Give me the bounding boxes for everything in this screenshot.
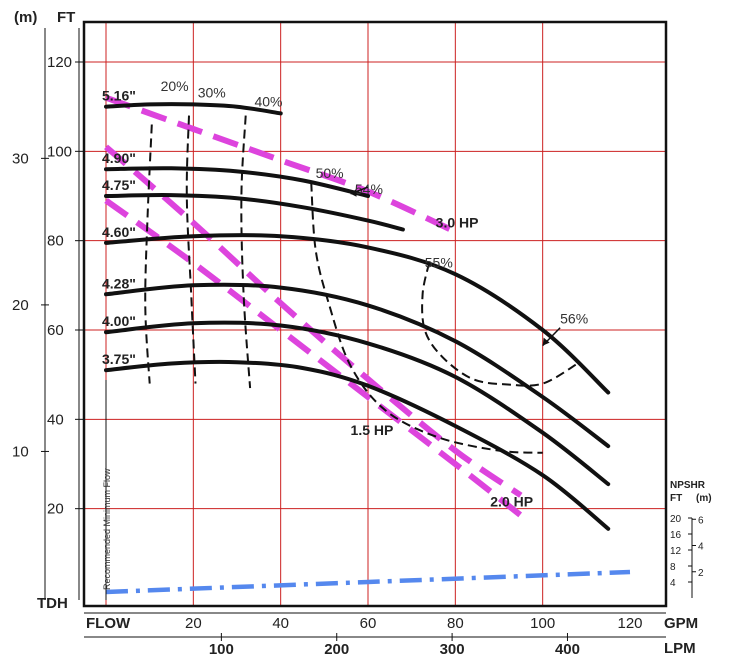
gpm-axis-label: GPM bbox=[664, 615, 698, 632]
impeller-curve-label: 4.00" bbox=[102, 313, 136, 329]
impeller-curve bbox=[104, 282, 611, 449]
meters-tick-label: 10 bbox=[12, 443, 29, 460]
efficiency-label: 20% bbox=[161, 78, 189, 94]
feet-tick-label: 100 bbox=[47, 143, 72, 160]
npshr-ft-label: FT bbox=[670, 493, 682, 504]
impeller-curve bbox=[104, 320, 611, 487]
minimum-flow-label: Recommended Minimum Flow bbox=[102, 468, 112, 590]
impeller-curve bbox=[104, 193, 405, 232]
impeller-curve bbox=[104, 102, 283, 116]
efficiency-curve bbox=[240, 115, 252, 389]
horsepower-curve bbox=[104, 94, 457, 235]
gpm-tick-label: 100 bbox=[530, 615, 555, 632]
npshr-title: NPSHR bbox=[670, 480, 706, 491]
efficiency-curve bbox=[185, 115, 197, 384]
lpm-tick-label: 200 bbox=[324, 641, 349, 658]
horsepower-label: 3.0 HP bbox=[436, 214, 479, 230]
feet-tick-label: 20 bbox=[47, 501, 64, 518]
npshr-ft-tick-label: 4 bbox=[670, 578, 676, 589]
axes-layer bbox=[41, 20, 696, 641]
plot-frame bbox=[82, 20, 668, 608]
efficiency-curve bbox=[421, 262, 579, 387]
meters-tick-label: 20 bbox=[12, 297, 29, 314]
gpm-tick-label: 60 bbox=[360, 615, 377, 632]
lpm-tick-label: 300 bbox=[440, 641, 465, 658]
feet-tick-label: 80 bbox=[47, 233, 64, 250]
flow-label: FLOW bbox=[86, 615, 131, 632]
efficiency-arrow-head bbox=[350, 188, 357, 197]
npshr-ft-tick-label: 20 bbox=[670, 514, 682, 525]
efficiency-arrow-head bbox=[542, 337, 550, 346]
grid-lines bbox=[84, 22, 666, 606]
horsepower-curve bbox=[104, 198, 523, 518]
efficiency-label: 54% bbox=[355, 181, 383, 197]
npshr-curve bbox=[105, 569, 631, 595]
horsepower-label: 1.5 HP bbox=[351, 422, 394, 438]
gpm-tick-label: 120 bbox=[617, 615, 642, 632]
tdh-label: TDH bbox=[37, 595, 68, 612]
meters-axis-label: (m) bbox=[14, 9, 37, 26]
npshr-ft-tick-label: 12 bbox=[670, 546, 682, 557]
lpm-tick-label: 100 bbox=[209, 641, 234, 658]
gpm-tick-label: 80 bbox=[447, 615, 464, 632]
efficiency-curve bbox=[144, 124, 153, 384]
impeller-curve bbox=[104, 359, 611, 531]
feet-tick-label: 60 bbox=[47, 322, 64, 339]
npshr-ft-tick-label: 16 bbox=[670, 530, 682, 541]
impeller-curve-label: 5.16" bbox=[102, 88, 136, 104]
npshr-m-tick-label: 4 bbox=[698, 542, 704, 553]
impeller-curve-label: 4.28" bbox=[102, 275, 136, 291]
impeller-curve bbox=[104, 233, 611, 395]
npshr-m-tick-label: 6 bbox=[698, 515, 704, 526]
lpm-tick-label: 400 bbox=[555, 641, 580, 658]
meters-tick-label: 30 bbox=[12, 150, 29, 167]
impeller-curve-label: 3.75" bbox=[102, 351, 136, 367]
impeller-curve bbox=[104, 166, 370, 198]
efficiency-label: 50% bbox=[316, 165, 344, 181]
npshr-ft-tick-label: 8 bbox=[670, 562, 676, 573]
lpm-axis-label: LPM bbox=[664, 640, 696, 657]
impeller-curve-label: 4.90" bbox=[102, 150, 136, 166]
impeller-curve-label: 4.60" bbox=[102, 224, 136, 240]
gpm-tick-label: 20 bbox=[185, 615, 202, 632]
efficiency-label: 30% bbox=[198, 85, 226, 101]
npshr-m-tick-label: 2 bbox=[698, 568, 704, 579]
npshr-m-label: (m) bbox=[696, 493, 712, 504]
curves-layer bbox=[104, 94, 631, 595]
impeller-curve-label: 4.75" bbox=[102, 177, 136, 193]
horsepower-curve bbox=[104, 144, 523, 498]
gpm-tick-label: 40 bbox=[272, 615, 289, 632]
efficiency-label: 40% bbox=[254, 94, 282, 110]
feet-axis-label: FT bbox=[57, 9, 75, 26]
efficiency-label: 55% bbox=[425, 254, 453, 270]
horsepower-label: 2.0 HP bbox=[490, 493, 533, 509]
feet-tick-label: 40 bbox=[47, 411, 64, 428]
efficiency-label: 56% bbox=[560, 310, 588, 326]
labels-layer: 10 20 30 20 40 60 80 100 120 20 40 60 80 100 120 100 200… bbox=[12, 54, 704, 658]
feet-tick-label: 120 bbox=[47, 54, 72, 71]
